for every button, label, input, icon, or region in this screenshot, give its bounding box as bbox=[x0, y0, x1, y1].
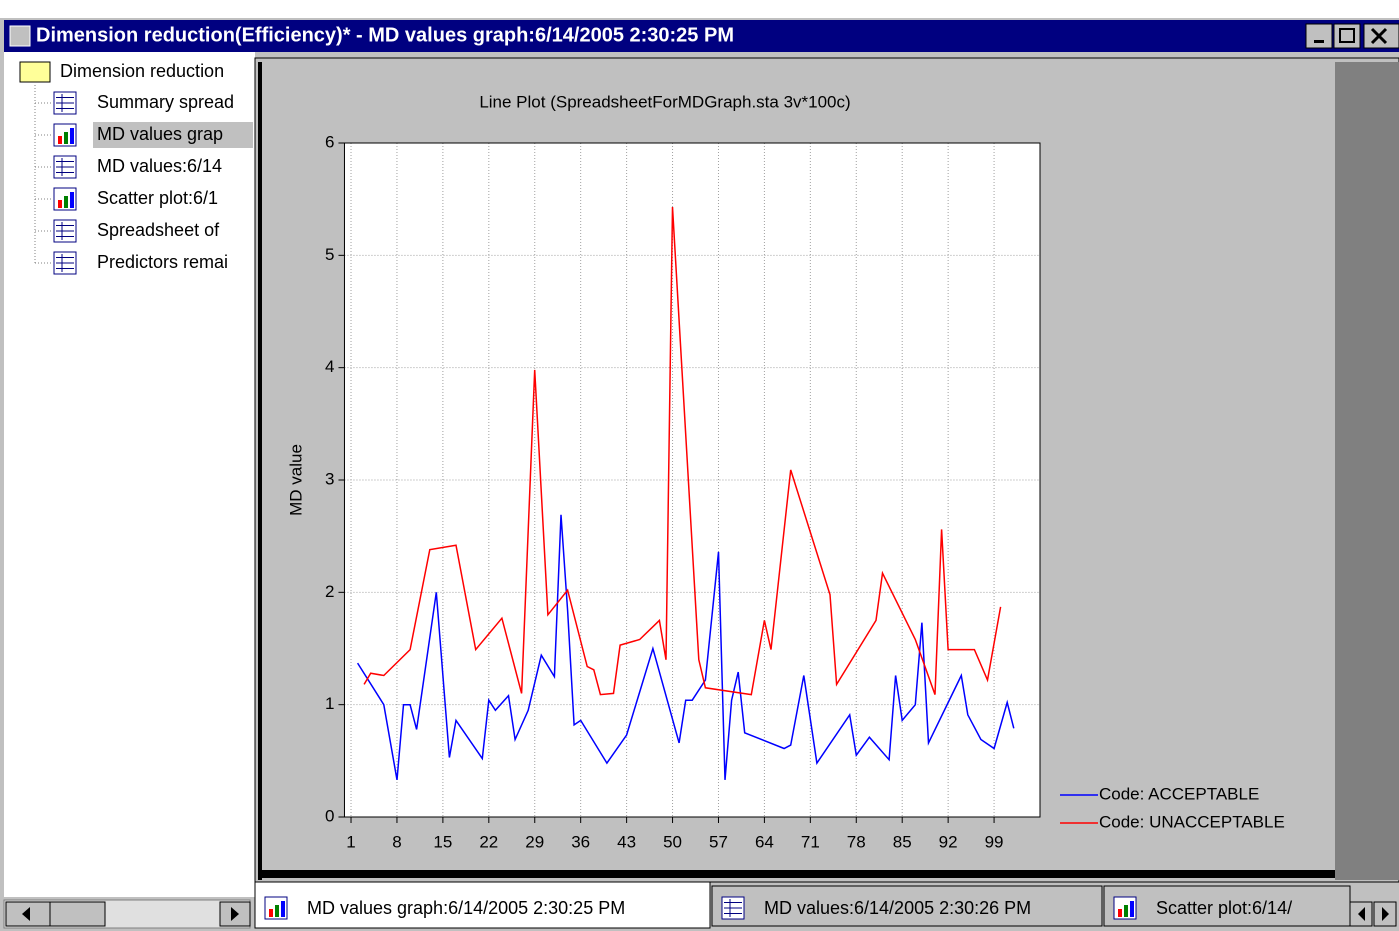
tab[interactable] bbox=[1103, 885, 1351, 927]
app-icon bbox=[9, 25, 31, 47]
y-tick-label: 4 bbox=[325, 357, 334, 376]
window-buttons bbox=[1305, 23, 1399, 49]
x-tick-label: 36 bbox=[571, 832, 590, 851]
y-axis-label: MD value bbox=[286, 444, 305, 516]
x-tick-label: 43 bbox=[617, 832, 636, 851]
scroll-thumb[interactable] bbox=[49, 901, 106, 927]
tab-scroll-right-glyph bbox=[1382, 907, 1389, 921]
tree-item[interactable]: Predictors remai bbox=[97, 252, 228, 272]
tree-items: Summary spread MD values grap MD values:6/… bbox=[35, 91, 253, 275]
minimize-button[interactable] bbox=[1305, 23, 1333, 49]
tab[interactable] bbox=[254, 881, 711, 929]
plot-frame bbox=[343, 142, 1041, 818]
icon-bar bbox=[1118, 909, 1122, 917]
chart: Line Plot (SpreadsheetForMDGraph.sta 3v*… bbox=[286, 92, 1284, 851]
tab-label-clip: MD values:6/14/2005 2:30:26 PM bbox=[764, 898, 1031, 918]
chart-window-edge bbox=[258, 62, 262, 880]
x-tick-label: 92 bbox=[939, 832, 958, 851]
chart-side-strip bbox=[1335, 62, 1399, 880]
x-tick-label: 15 bbox=[433, 832, 452, 851]
title-bar bbox=[4, 20, 1399, 52]
x-tick-label: 1 bbox=[346, 832, 355, 851]
tab-label: Scatter plot:6/14/ bbox=[1156, 898, 1292, 918]
window-title: Dimension reduction(Efficiency)* - MD va… bbox=[36, 24, 734, 46]
close-button[interactable] bbox=[1363, 23, 1399, 49]
series-line bbox=[356, 514, 1015, 781]
tree-root-clip: Dimension reduction bbox=[60, 61, 224, 81]
x-tick-label: 71 bbox=[801, 832, 820, 851]
scroll-right-glyph bbox=[231, 907, 239, 921]
tree: Dimension reduction Summary spread MD val… bbox=[19, 61, 253, 275]
x-tick-label: 29 bbox=[525, 832, 544, 851]
tree-panel bbox=[4, 52, 255, 897]
x-tick-label: 57 bbox=[709, 832, 728, 851]
icon-bar bbox=[58, 200, 62, 208]
y-tick-label: 0 bbox=[325, 806, 334, 825]
y-tick-label: 6 bbox=[325, 132, 334, 151]
tab-label: MD values graph:6/14/2005 2:30:25 PM bbox=[307, 898, 625, 918]
tree-item[interactable]: MD values:6/14 bbox=[97, 156, 222, 176]
tree-item[interactable]: Summary spread bbox=[97, 92, 234, 112]
close-glyph bbox=[1370, 27, 1388, 45]
folder-icon bbox=[19, 61, 51, 83]
y-tick-label: 2 bbox=[325, 582, 334, 601]
x-tick-label: 99 bbox=[985, 832, 1004, 851]
chart-title: Line Plot (SpreadsheetForMDGraph.sta 3v*… bbox=[479, 92, 850, 111]
x-tick-label: 50 bbox=[663, 832, 682, 851]
icon-bar bbox=[58, 136, 62, 144]
icon-bar bbox=[269, 909, 273, 917]
tab-label: MD values:6/14/2005 2:30:26 PM bbox=[764, 898, 1031, 918]
tree-item[interactable]: Spreadsheet of bbox=[97, 220, 220, 240]
icon-bar bbox=[70, 192, 74, 208]
tree-item[interactable]: MD values grap bbox=[97, 124, 223, 144]
icon-bar bbox=[1124, 905, 1128, 917]
series-line bbox=[363, 206, 1002, 696]
x-tick-label: 22 bbox=[479, 832, 498, 851]
tab-label-clip: MD values graph:6/14/2005 2:30:25 PM bbox=[307, 898, 625, 918]
icon-bar bbox=[1130, 901, 1134, 917]
icon-bar bbox=[64, 132, 68, 144]
x-tick-label: 78 bbox=[847, 832, 866, 851]
tab-label-clip: Scatter plot:6/14/ bbox=[1156, 898, 1292, 918]
tree-item[interactable]: Scatter plot:6/1 bbox=[97, 188, 218, 208]
maximize-button[interactable] bbox=[1333, 23, 1361, 49]
minimize-glyph bbox=[1314, 40, 1324, 43]
y-tick-label: 5 bbox=[325, 245, 334, 264]
scroll-left-glyph bbox=[22, 907, 30, 921]
top-edge bbox=[0, 0, 1399, 18]
x-tick-label: 85 bbox=[893, 832, 912, 851]
chart-window-bottom bbox=[262, 870, 1335, 878]
legend-label: Code: ACCEPTABLE bbox=[1099, 784, 1259, 803]
x-tick-label: 64 bbox=[755, 832, 774, 851]
legend-label: Code: UNACCEPTABLE bbox=[1099, 812, 1285, 831]
y-tick-label: 1 bbox=[325, 694, 334, 713]
icon-bar bbox=[64, 196, 68, 208]
maximize-glyph bbox=[1339, 28, 1355, 43]
tree-root[interactable]: Dimension reduction bbox=[60, 61, 224, 81]
tab[interactable] bbox=[711, 885, 1103, 927]
icon-bar bbox=[275, 905, 279, 917]
y-tick-label: 3 bbox=[325, 469, 334, 488]
icon-bar bbox=[281, 901, 285, 917]
tree-selection bbox=[93, 122, 253, 148]
icon-bar bbox=[70, 128, 74, 144]
tab-scroll-left-glyph bbox=[1358, 907, 1365, 921]
tab-bar: MD values graph:6/14/2005 2:30:25 PM MD v… bbox=[254, 881, 1351, 929]
x-tick-label: 8 bbox=[392, 832, 401, 851]
